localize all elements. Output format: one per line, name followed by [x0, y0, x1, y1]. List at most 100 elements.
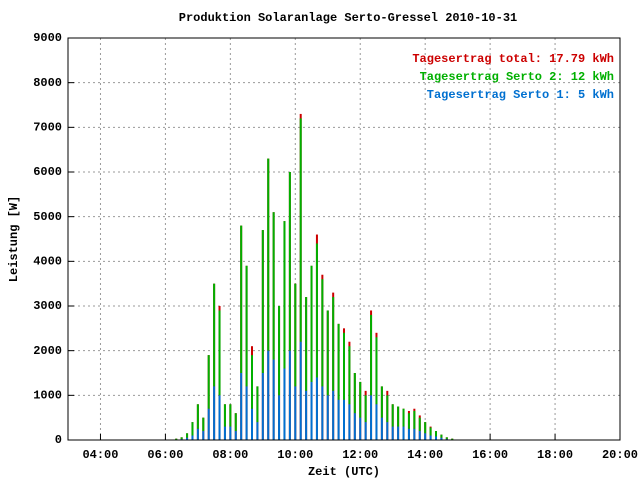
x-tick-label: 10:00 [277, 448, 313, 462]
bar-serto-2 [429, 427, 432, 436]
bar-serto-1 [234, 431, 237, 440]
bar-serto-2 [196, 404, 199, 429]
x-tick-label: 08:00 [212, 448, 248, 462]
bar-serto-1 [240, 373, 243, 440]
bar-serto-2 [424, 422, 427, 434]
bar-serto-1 [251, 408, 253, 440]
x-tick-label: 12:00 [342, 448, 378, 462]
bar-serto-2 [234, 413, 237, 432]
x-tick-label: 20:00 [602, 448, 638, 462]
y-tick-label: 5000 [33, 210, 62, 224]
bar-serto-2 [337, 323, 340, 400]
bar-serto-1 [310, 381, 313, 440]
bar-serto-2 [321, 279, 324, 387]
x-tick-label: 18:00 [537, 448, 573, 462]
bar-serto-1 [429, 435, 432, 440]
bar-serto-2 [202, 417, 205, 432]
y-tick-label: 2000 [33, 344, 62, 358]
bar-serto-2 [251, 355, 253, 409]
bar-serto-2 [364, 395, 367, 423]
y-axis-label: Leistung [W] [7, 196, 21, 282]
bar-serto-1 [202, 431, 205, 440]
y-tick-label: 9000 [33, 31, 62, 45]
bar-serto-1 [407, 428, 410, 440]
bar-serto-2 [391, 404, 394, 427]
bar-serto-1 [440, 437, 443, 440]
bar-serto-2 [435, 431, 437, 437]
bar-serto-2 [418, 417, 421, 432]
bar-serto-1 [288, 350, 291, 440]
y-tick-label: 1000 [33, 389, 62, 403]
bar-serto-2 [315, 243, 318, 378]
bar-serto-2 [402, 408, 405, 427]
bar-serto-2 [348, 346, 351, 405]
bar-serto-2 [175, 438, 178, 440]
bar-serto-2 [213, 283, 216, 387]
bar-serto-1 [229, 426, 232, 440]
bar-serto-1 [343, 399, 345, 440]
y-tick-label: 0 [55, 433, 62, 447]
bar-serto-2 [299, 118, 302, 342]
bar-serto-2 [229, 404, 232, 427]
bar-serto-2 [256, 386, 259, 423]
bar-serto-1 [191, 435, 194, 440]
bar-serto-1 [380, 417, 383, 440]
bar-serto-1 [386, 422, 389, 440]
bar-serto-1 [326, 395, 329, 440]
bar-serto-1 [370, 395, 373, 440]
bar-serto-1 [223, 426, 226, 440]
bar-serto-1 [315, 377, 318, 440]
bar-serto-1 [213, 386, 216, 440]
bar-serto-1 [207, 408, 210, 440]
y-tick-label: 7000 [33, 121, 62, 135]
y-tick-label: 3000 [33, 299, 62, 313]
bar-serto-2 [186, 433, 189, 438]
bar-serto-2 [397, 406, 400, 427]
bar-serto-2 [370, 314, 373, 396]
bar-serto-2 [343, 332, 345, 400]
bar-serto-2 [272, 212, 275, 360]
bar-serto-2 [451, 438, 454, 440]
bar-serto-1 [332, 390, 335, 440]
bar-serto-2 [240, 225, 243, 373]
bar-serto-1 [283, 368, 286, 440]
bar-serto-2 [310, 265, 313, 382]
x-tick-label: 14:00 [407, 448, 443, 462]
y-tick-label: 6000 [33, 165, 62, 179]
plot-frame [67, 37, 621, 441]
legend-entry: Tagesertrag Serto 2: 12 kWh [420, 70, 614, 84]
bar-serto-2 [407, 413, 410, 429]
bar-serto-1 [196, 428, 199, 440]
bar-serto-2 [359, 381, 362, 418]
bar-serto-1 [305, 390, 308, 440]
x-tick-label: 06:00 [147, 448, 183, 462]
bar-serto-1 [413, 428, 416, 440]
bar-serto-2 [353, 373, 356, 414]
bar-serto-1 [218, 395, 221, 440]
bar-serto-1 [424, 433, 427, 440]
bar-serto-2 [440, 434, 443, 438]
bar-serto-1 [299, 341, 302, 440]
bar-serto-2 [261, 230, 264, 373]
bar-serto-1 [418, 431, 421, 440]
bar-serto-2 [180, 437, 183, 440]
bar-serto-2 [326, 310, 329, 396]
bar-serto-1 [261, 373, 264, 440]
bar-serto-2 [413, 410, 416, 429]
bar-serto-1 [397, 426, 400, 440]
bar-serto-2 [218, 310, 221, 396]
x-axis-label: Zeit (UTC) [308, 465, 380, 479]
bar-serto-2 [305, 297, 308, 391]
bar-serto-1 [364, 422, 367, 440]
bar-serto-1 [435, 436, 437, 440]
bar-serto-1 [245, 386, 248, 440]
bar-serto-2 [332, 297, 335, 391]
bar-serto-1 [353, 413, 356, 440]
bar-serto-1 [186, 437, 189, 440]
bar-serto-1 [348, 404, 351, 440]
bar-serto-1 [272, 359, 275, 440]
bar-serto-1 [256, 422, 259, 440]
x-tick-label: 16:00 [472, 448, 508, 462]
bar-serto-1 [337, 399, 340, 440]
